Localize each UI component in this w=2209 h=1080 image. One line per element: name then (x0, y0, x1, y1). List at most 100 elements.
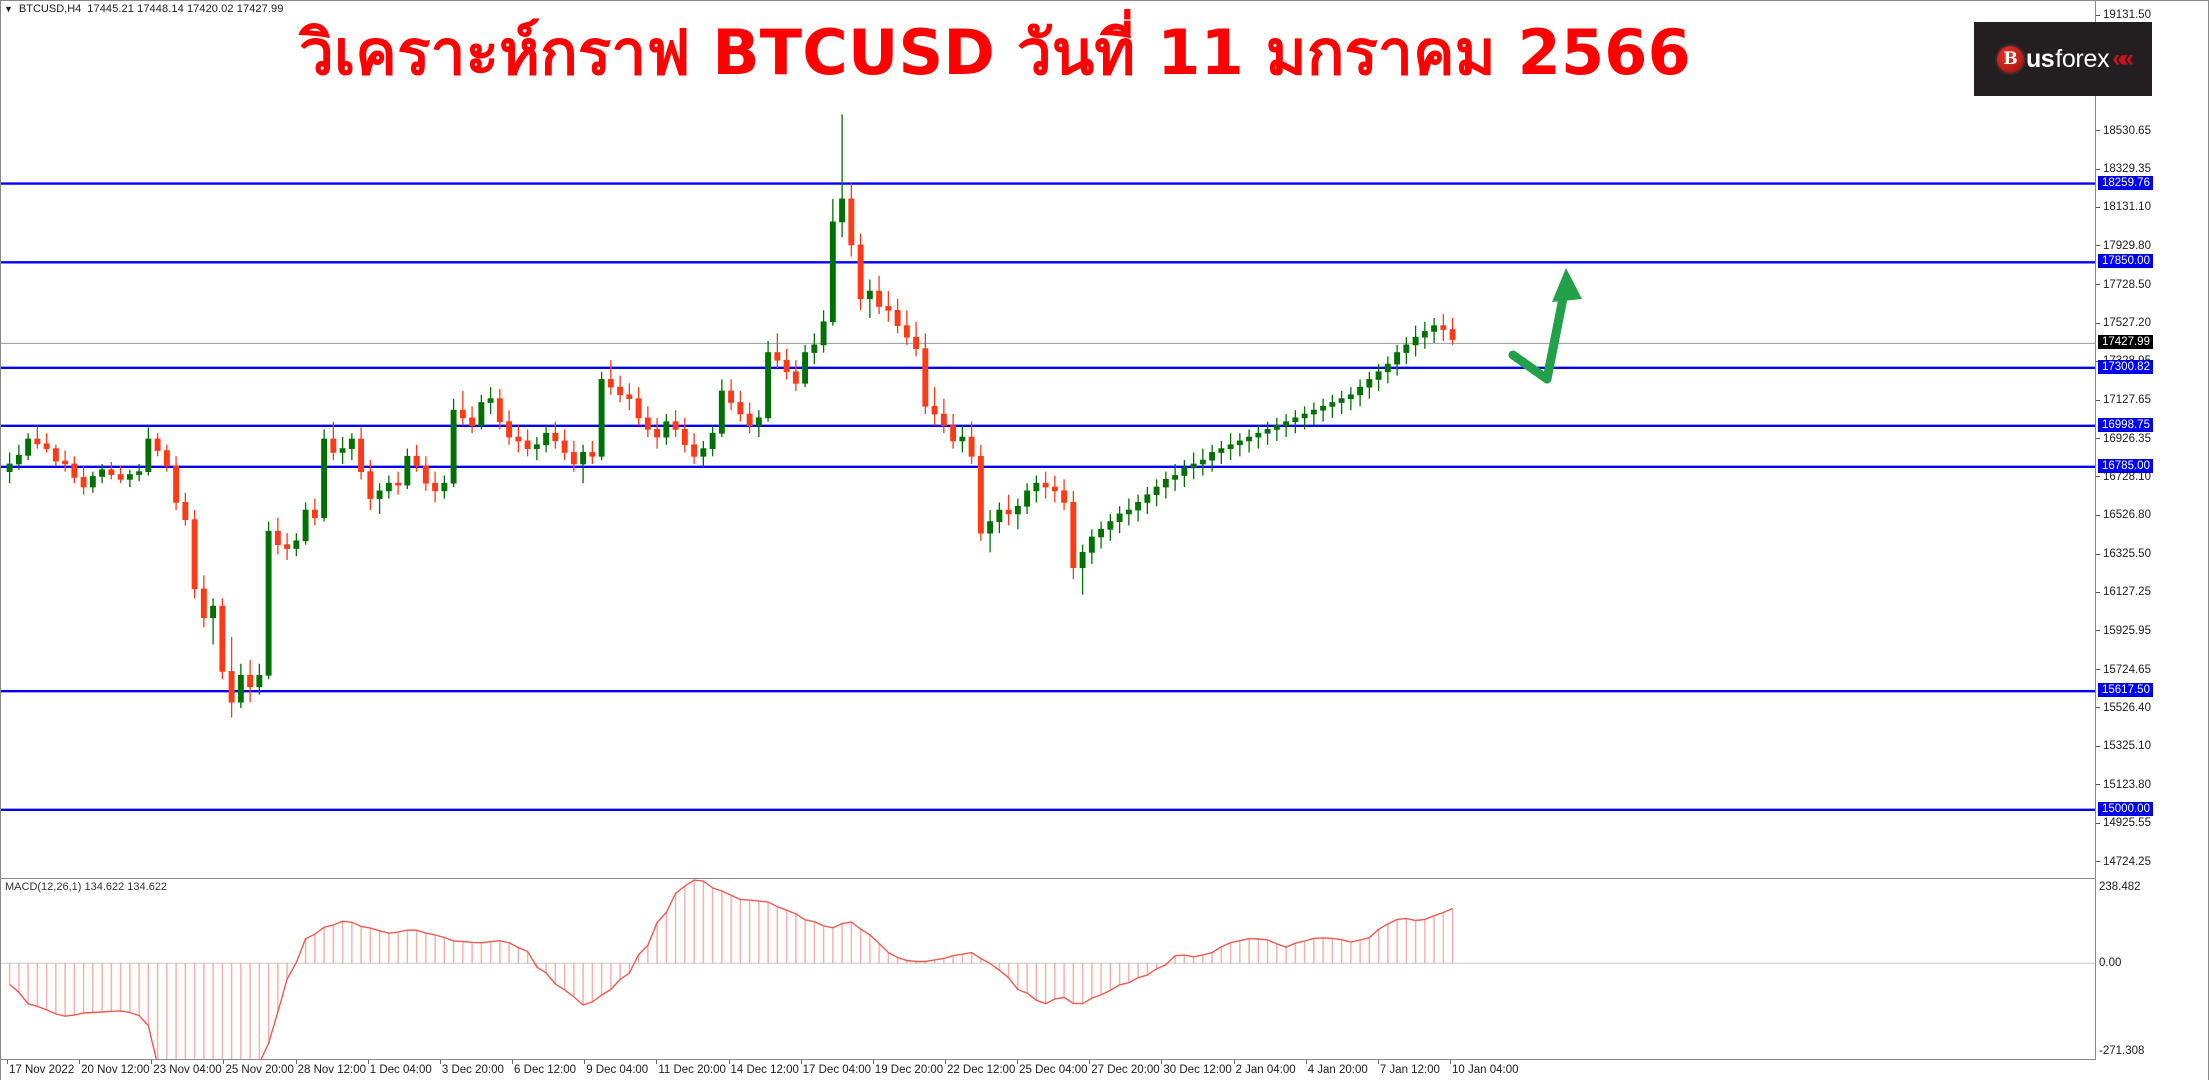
price-chart-pane[interactable] (1, 1, 2095, 877)
level-price-badge[interactable]: 15617.50 (2098, 683, 2153, 698)
window-border-top (0, 0, 2209, 1)
tick-mark (2096, 438, 2100, 440)
price-tick: 16127.25 (2096, 586, 2151, 599)
date-tick-label: 28 Nov 12:00 (297, 1064, 367, 1076)
price-tick-label: 17127.65 (2103, 394, 2151, 407)
price-tick-label: 17929.80 (2103, 239, 2151, 252)
logo-text-us: us (2026, 44, 2055, 73)
date-tick-mark (439, 1060, 441, 1064)
price-tick: 15325.10 (2096, 740, 2151, 753)
date-tick-mark (728, 1060, 730, 1064)
tick-mark (2096, 745, 2100, 747)
tick-mark (2096, 476, 2100, 478)
date-tick-label: 30 Dec 12:00 (1163, 1064, 1232, 1076)
pane-divider-bottom (1, 1059, 2095, 1060)
page-title: วิเคราะห์กราฟ BTCUSD วันที่ 11 มกราคม 25… (299, 16, 1691, 89)
macd-tick-label: 0.00 (2099, 957, 2122, 970)
macd-axis: 238.482 0.00 -271.308 (2096, 879, 2208, 1060)
price-tick-label: 18329.35 (2103, 163, 2151, 176)
axis-separator-line (2095, 0, 2096, 1060)
price-tick-label: 15526.40 (2103, 701, 2151, 714)
date-tick-label: 25 Nov 20:00 (225, 1064, 294, 1076)
tick-mark (2096, 14, 2100, 16)
level-price-badge[interactable]: 17850.00 (2098, 254, 2153, 269)
level-price-badge[interactable]: 16998.75 (2098, 417, 2153, 432)
date-tick-mark (944, 1060, 946, 1064)
date-tick-mark (1305, 1060, 1307, 1064)
date-tick-label: 14 Dec 12:00 (730, 1064, 799, 1076)
price-tick: 15724.65 (2096, 663, 2151, 676)
date-tick-mark (151, 1060, 153, 1064)
date-tick-label: 2 Jan 04:00 (1235, 1064, 1296, 1076)
double-chevron-icon: «« (2112, 45, 2134, 72)
tick-mark (2096, 322, 2100, 324)
price-tick-label: 16926.35 (2103, 432, 2151, 445)
date-tick-mark (512, 1060, 514, 1064)
date-tick-label: 3 Dec 20:00 (441, 1064, 504, 1076)
level-price-badge[interactable]: 16785.00 (2098, 458, 2153, 473)
date-tick-mark (295, 1060, 297, 1064)
price-tick: 14925.55 (2096, 817, 2151, 830)
price-tick: 18530.65 (2096, 124, 2151, 137)
price-tick: 16526.80 (2096, 509, 2151, 522)
price-tick-label: 14925.55 (2103, 817, 2151, 830)
chevron-down-icon[interactable]: ▼ (4, 3, 13, 14)
date-tick-label: 17 Nov 2022 (9, 1064, 75, 1076)
symbol-label: BTCUSD,H4 (18, 3, 82, 15)
date-tick-label: 22 Dec 12:00 (946, 1064, 1016, 1076)
tick-mark (2096, 591, 2100, 593)
tick-mark (2096, 206, 2100, 208)
price-tick-label: 17728.50 (2103, 278, 2151, 291)
tick-mark (2096, 514, 2100, 516)
date-tick-mark (656, 1060, 658, 1064)
price-tick-label: 15925.95 (2103, 624, 2151, 637)
tick-mark (2096, 822, 2100, 824)
date-tick-label: 20 Nov 12:00 (81, 1064, 150, 1076)
date-tick-mark (1377, 1060, 1379, 1064)
tick-mark (2096, 669, 2100, 671)
tick-mark (2096, 784, 2100, 786)
date-tick-mark (79, 1060, 81, 1064)
price-tick-label: 15123.80 (2103, 778, 2151, 791)
date-tick-label: 9 Dec 04:00 (586, 1064, 649, 1076)
date-tick-label: 19 Dec 20:00 (874, 1064, 944, 1076)
price-axis[interactable]: 19131.5018930.2018731.9518530.6518329.35… (2096, 0, 2208, 878)
symbol-header: ▼ BTCUSD,H4 17445.21 17448.14 17420.02 1… (4, 2, 283, 16)
bitcoin-badge-icon: B (1997, 45, 2024, 73)
date-tick-mark (1450, 1060, 1451, 1064)
date-tick-label: 25 Dec 04:00 (1019, 1064, 1088, 1076)
date-tick-label: 7 Jan 12:00 (1379, 1064, 1440, 1076)
date-tick-mark (1233, 1060, 1235, 1064)
price-tick-label: 17527.20 (2103, 317, 2151, 330)
level-price-badge[interactable]: 18259.76 (2098, 175, 2153, 190)
price-tick: 16926.35 (2096, 432, 2151, 445)
date-tick-mark (800, 1060, 802, 1064)
tick-mark (2096, 630, 2100, 632)
price-tick-label: 18530.65 (2103, 124, 2151, 137)
date-tick-label: 1 Dec 04:00 (369, 1064, 432, 1076)
tick-mark (2096, 284, 2100, 286)
date-axis[interactable]: 17 Nov 2022 20 Nov 12:00 23 Nov 04:00 25 No… (1, 1060, 2208, 1080)
price-tick-label: 18131.10 (2103, 201, 2151, 214)
tick-mark (2096, 168, 2100, 170)
price-tick: 19131.50 (2096, 9, 2151, 22)
price-tick-label: 16526.80 (2103, 509, 2151, 522)
price-tick-label: 16728.10 (2103, 470, 2151, 483)
macd-tick: 0.00 (2096, 957, 2121, 970)
macd-tick-label: 238.482 (2099, 881, 2141, 893)
macd-chart-pane[interactable] (1, 879, 2095, 1059)
price-tick-label: 15325.10 (2103, 740, 2151, 753)
date-tick-label: 4 Jan 20:00 (1307, 1064, 1368, 1076)
price-tick: 18329.35 (2096, 163, 2151, 176)
level-price-badge[interactable]: 15000.00 (2098, 801, 2153, 816)
level-price-badge[interactable]: 17300.82 (2098, 359, 2153, 374)
date-tick-label: 10 Jan 04:00 (1452, 1064, 1519, 1076)
tick-mark (2096, 130, 2100, 131)
date-tick-mark (7, 1060, 8, 1064)
date-tick-label: 11 Dec 20:00 (658, 1064, 726, 1076)
window-border-left (0, 0, 1, 1080)
date-tick-mark (1161, 1060, 1163, 1064)
price-tick: 15123.80 (2096, 778, 2151, 791)
macd-tick-label: -271.308 (2099, 1045, 2145, 1057)
